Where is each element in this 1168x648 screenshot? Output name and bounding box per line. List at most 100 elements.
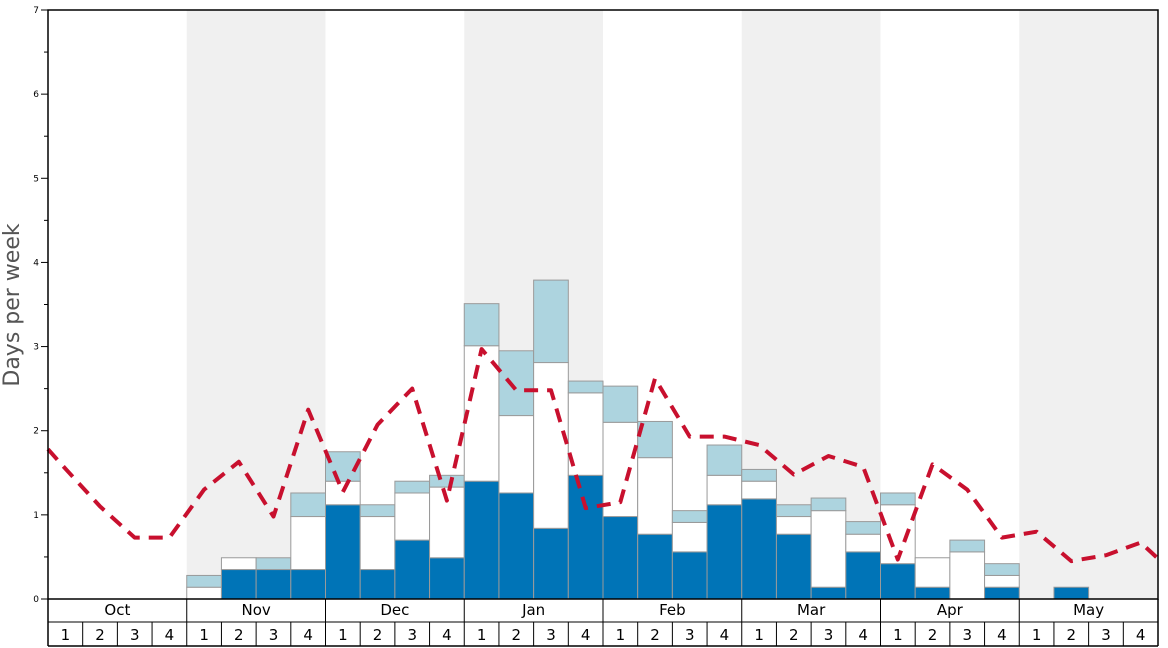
bar-light-jan-w2 (498, 350, 535, 417)
bar-white-mar-w3 (810, 510, 847, 588)
bar-light-jan-w3 (533, 279, 569, 364)
week-label: 3 (546, 626, 556, 644)
bar-dark-dec-w3 (394, 539, 431, 600)
bar-light-mar-w2 (775, 504, 812, 518)
bar-dark-dec-w2 (359, 569, 396, 600)
bar-dark-feb-w1 (602, 516, 639, 600)
bar-white-nov-w4 (290, 516, 326, 571)
bar-dark-apr-w1 (880, 563, 916, 600)
bar-light-feb-w4 (706, 444, 743, 476)
bar-white-mar-w1 (741, 480, 777, 500)
bar-white-mar-w4 (845, 533, 881, 553)
week-label: 1 (893, 626, 903, 644)
bar-dark-jan-w4 (567, 474, 604, 600)
stacked-bars (186, 279, 1090, 600)
month-label-feb: Feb (659, 601, 686, 619)
week-label: 2 (373, 626, 383, 644)
month-label-jan: Jan (521, 601, 545, 619)
y-tick-label: 1 (33, 511, 39, 521)
week-label: 4 (858, 626, 868, 644)
bar-dark-jan-w2 (498, 492, 535, 600)
bar-light-feb-w1 (602, 385, 639, 423)
bar-light-jan-w1 (463, 303, 500, 347)
month-label-dec: Dec (380, 601, 409, 619)
y-tick-label: 3 (33, 343, 39, 353)
week-label: 4 (997, 626, 1007, 644)
bar-light-dec-w3 (394, 480, 431, 494)
bar-light-nov-w1 (186, 574, 222, 588)
bar-dark-mar-w2 (775, 533, 812, 600)
y-tick-label: 4 (33, 258, 39, 268)
bar-dark-dec-w4 (429, 557, 465, 600)
bar-white-dec-w1 (325, 480, 361, 506)
bar-dark-feb-w4 (706, 504, 743, 600)
bar-dark-nov-w4 (290, 569, 326, 600)
bar-white-feb-w2 (637, 457, 673, 535)
week-label: 3 (824, 626, 834, 644)
bar-light-nov-w3 (255, 557, 292, 571)
week-label: 2 (650, 626, 660, 644)
week-label: 4 (303, 626, 313, 644)
bar-dark-nov-w3 (255, 569, 292, 600)
week-label: 1 (199, 626, 209, 644)
week-label: 3 (269, 626, 279, 644)
bar-light-dec-w4 (429, 474, 465, 488)
month-label-nov: Nov (241, 601, 270, 619)
week-label: 2 (512, 626, 522, 644)
y-tick-label: 0 (33, 595, 39, 605)
week-label: 1 (616, 626, 626, 644)
y-tick-label: 5 (33, 174, 39, 184)
bar-white-nov-w1 (186, 586, 222, 600)
week-label: 1 (477, 626, 487, 644)
y-tick-label: 6 (33, 90, 39, 100)
bar-light-mar-w1 (741, 468, 777, 482)
bar-light-apr-w3 (949, 539, 986, 553)
bar-dark-jan-w1 (463, 480, 500, 600)
week-label: 2 (234, 626, 244, 644)
week-label: 2 (1067, 626, 1077, 644)
dashed-line (46, 347, 1160, 564)
bar-dark-feb-w3 (671, 551, 708, 600)
bar-white-apr-w2 (914, 557, 951, 588)
month-label-mar: Mar (797, 601, 826, 619)
bar-light-feb-w3 (671, 510, 708, 523)
bar-dark-apr-w4 (984, 586, 1020, 600)
week-label: 3 (962, 626, 972, 644)
week-label: 1 (338, 626, 348, 644)
bar-dark-mar-w1 (741, 498, 777, 600)
bar-white-jan-w2 (498, 415, 535, 494)
bar-light-dec-w2 (359, 504, 396, 518)
bar-light-apr-w1 (880, 492, 916, 506)
month-label-oct: Oct (104, 601, 130, 619)
bar-light-jan-w4 (567, 380, 604, 394)
week-label: 1 (61, 626, 71, 644)
bar-light-apr-w4 (984, 563, 1020, 576)
bar-light-nov-w4 (290, 492, 326, 518)
month-band-may (1019, 10, 1158, 599)
bar-dark-apr-w2 (914, 586, 951, 600)
bar-light-mar-w3 (810, 497, 847, 512)
bar-white-feb-w3 (671, 521, 708, 553)
week-label: 3 (685, 626, 695, 644)
bar-dark-mar-w4 (845, 551, 881, 600)
y-tick-label: 2 (33, 427, 39, 437)
bar-dark-mar-w3 (810, 586, 847, 600)
week-label: 3 (130, 626, 140, 644)
bar-dark-nov-w2 (220, 569, 257, 600)
bar-white-jan-w4 (567, 392, 604, 476)
bar-dark-jan-w3 (533, 527, 569, 600)
dashed-line-layer (46, 347, 1160, 564)
bar-white-apr-w3 (949, 551, 986, 600)
y-axis-label: Days per week (0, 223, 25, 386)
bar-light-mar-w4 (845, 521, 881, 535)
month-label-may: May (1073, 601, 1104, 619)
week-label: 4 (165, 626, 175, 644)
bar-dark-may-w2 (1053, 586, 1090, 600)
week-label: 3 (1101, 626, 1111, 644)
week-label: 2 (928, 626, 938, 644)
bar-white-jan-w1 (463, 345, 500, 482)
week-label: 1 (1032, 626, 1042, 644)
week-label: 2 (95, 626, 105, 644)
bar-dark-dec-w1 (325, 504, 361, 600)
month-label-apr: Apr (937, 601, 964, 619)
